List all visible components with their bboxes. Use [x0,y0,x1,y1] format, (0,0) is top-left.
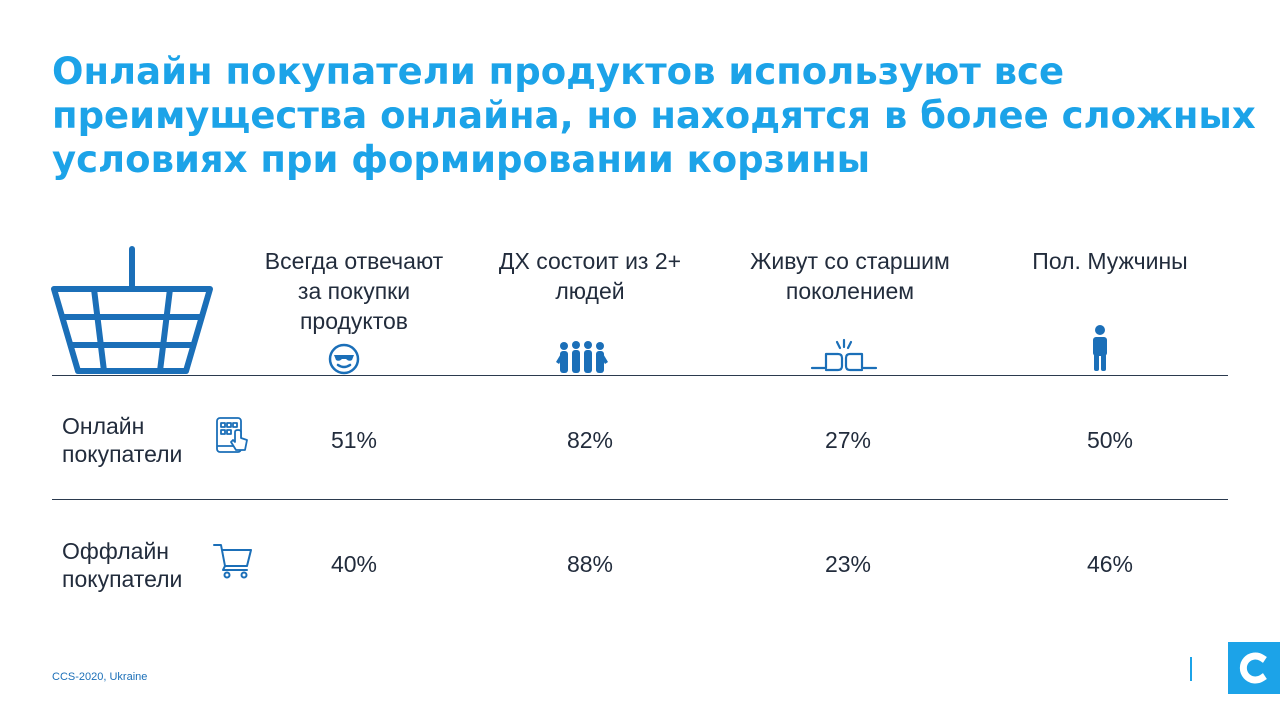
cell-offline-older-generation: 23% [824,551,872,577]
row-label-online-shoppers: Онлайн покупатели [62,412,182,468]
column-header-line: за покупки [297,278,411,304]
row-label-line: покупатели [62,566,183,592]
logo-c-icon [1239,652,1267,684]
slide-title: Онлайн покупатели продуктов используют в… [52,50,1256,182]
title-line-1: Онлайн покупатели продуктов используют в… [52,50,1065,93]
column-header-line: людей [555,278,625,304]
cell-offline-male: 46% [1086,551,1134,577]
sunglasses-smiley-icon [328,343,360,375]
shopping-cart-icon [213,544,252,579]
column-header-household: ДХ состоит из 2+ людей [480,246,700,306]
column-header-line: Живут со старшим [750,248,950,274]
column-header-line: Всегда отвечают [264,248,444,274]
cell-online-responsible: 51% [330,427,378,453]
title-line-3: условиях при формировании корзины [52,138,871,181]
row-label-line: Онлайн [62,413,145,439]
column-header-line: продуктов [299,308,409,334]
column-header-line: ДХ состоит из 2+ [498,248,682,274]
cell-offline-responsible: 40% [330,551,378,577]
footer-divider [1190,657,1192,681]
tablet-touch-icon [216,417,248,453]
man-icon [1093,325,1107,371]
cell-online-male: 50% [1086,427,1134,453]
row-label-line: Оффлайн [62,538,169,564]
column-header-older-generation: Живут со старшим поколением [728,246,972,306]
people-group-icon [556,341,608,373]
cell-online-older-generation: 27% [824,427,872,453]
source-note: CCS-2020, Ukraine [52,671,148,683]
column-header-line: поколением [785,278,915,304]
title-line-2: преимущества онлайна, но находятся в бол… [52,94,1256,137]
row-divider [52,499,1228,500]
column-header-gender: Пол. Мужчины [1000,246,1220,276]
column-header-line: Пол. Мужчины [1032,248,1188,274]
cell-online-household: 82% [566,427,614,453]
basket-icon [51,246,213,374]
row-label-line: покупатели [62,441,183,467]
header-divider [52,375,1228,376]
cell-offline-household: 88% [566,551,614,577]
row-label-offline-shoppers: Оффлайн покупатели [62,537,182,593]
brand-logo [1228,642,1280,694]
fist-bump-icon [810,338,878,372]
column-header-responsible: Всегда отвечают за покупки продуктов [244,246,464,336]
